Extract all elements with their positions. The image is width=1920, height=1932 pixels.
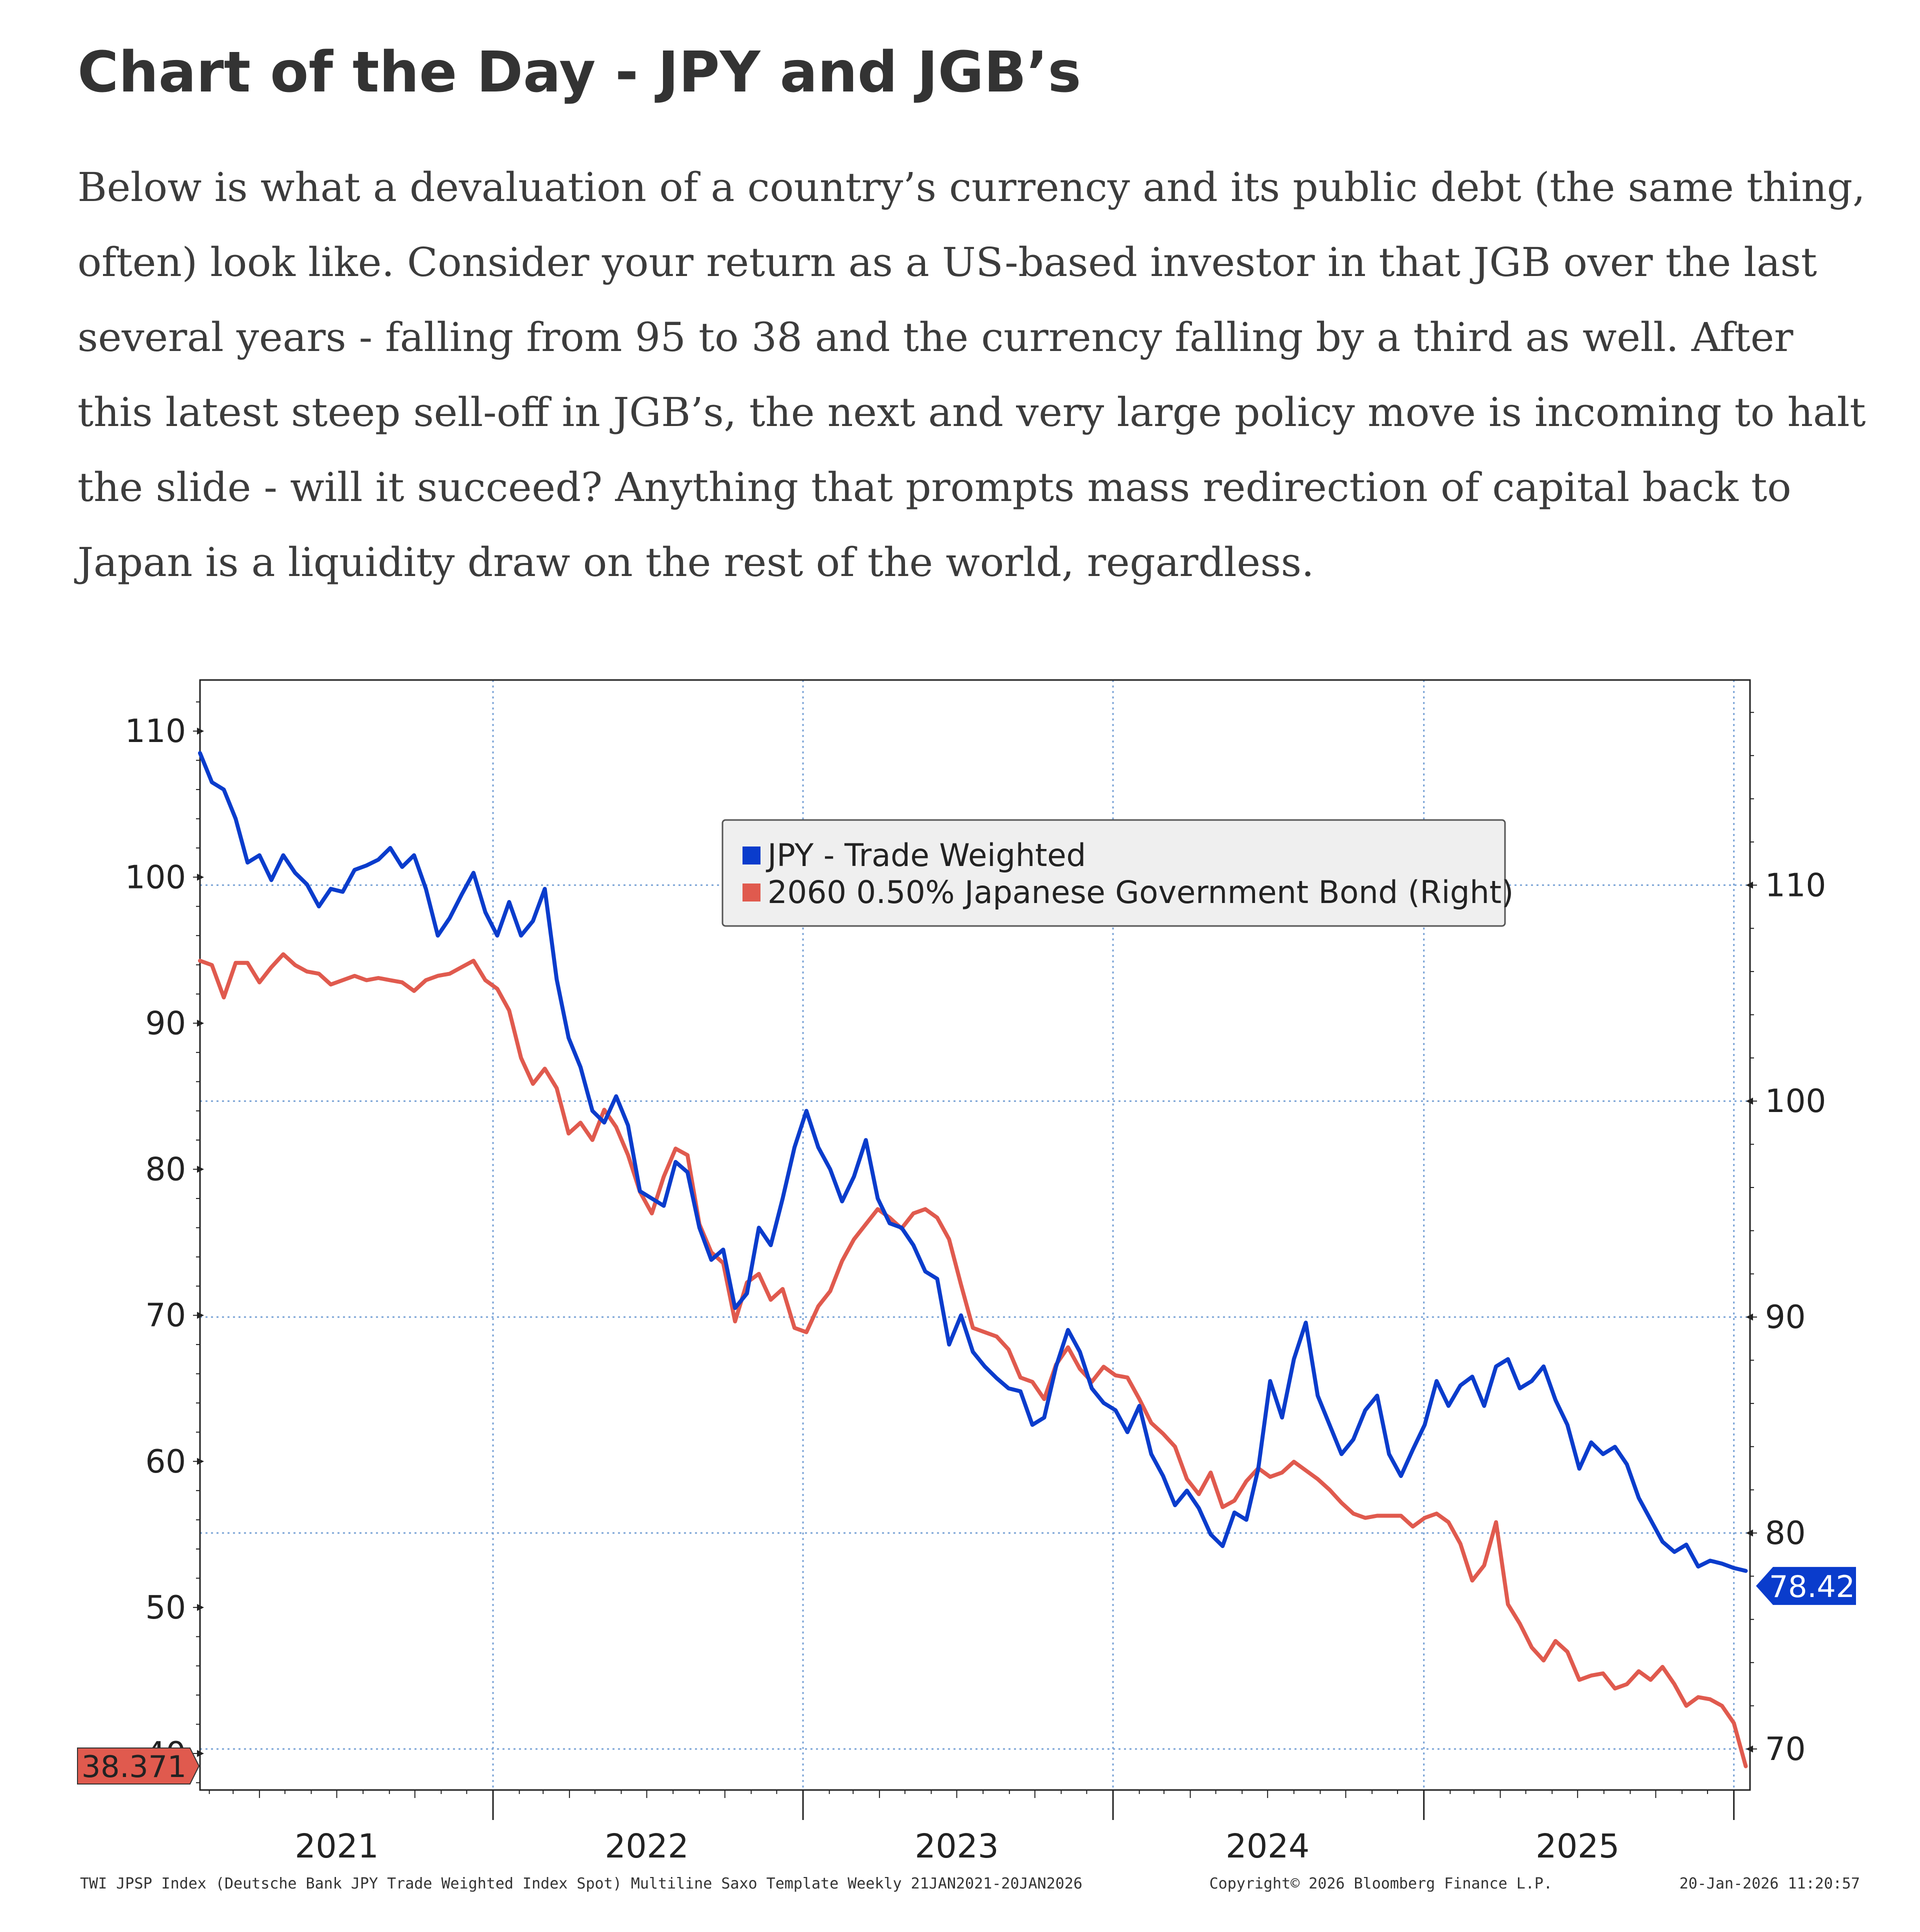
y-left-tick-marker (197, 728, 204, 735)
y-right-tick-marker (1746, 1314, 1753, 1321)
value-tag-jgb (77, 1748, 200, 1784)
value-tag-jpy (1756, 1566, 1856, 1605)
legend-label-jgb: 2060 0.50% Japanese Government Bond (Rig… (768, 874, 1514, 910)
y-right-tick-label: 70 (1765, 1731, 1806, 1768)
x-tick-label: 2021 (294, 1827, 378, 1866)
legend-label-jpy: JPY - Trade Weighted (766, 837, 1086, 874)
plot-area-frame (199, 679, 1751, 1791)
series-line-jpy (198, 751, 1748, 1573)
y-right-tick-label: 90 (1765, 1299, 1806, 1336)
line-chart: 2021202220232024202540506070809010011070… (77, 679, 1856, 1866)
x-tick-label: 2022 (604, 1827, 688, 1866)
legend-swatch-jpy (742, 846, 760, 864)
y-left-tick-marker (197, 1166, 204, 1173)
footnote-timestamp: 20-Jan-2026 11:20:57 (1679, 1875, 1860, 1892)
legend-swatch-jgb (742, 884, 760, 902)
y-right-tick-label: 100 (1765, 1083, 1826, 1120)
x-tick-label: 2023 (914, 1827, 998, 1866)
legend-box (722, 819, 1506, 927)
y-right-tick-label: 110 (1765, 867, 1826, 904)
chart-legend: JPY - Trade Weighted 2060 0.50% Japanese… (722, 819, 1514, 927)
x-tick-label: 2024 (1226, 1827, 1310, 1866)
y-left-tick-label: 80 (146, 1152, 186, 1188)
series-line-jgb (198, 952, 1748, 1768)
footnote-copyright: Copyright© 2026 Bloomberg Finance L.P. (1209, 1875, 1552, 1892)
page-title: Chart of the Day - JPY and JGB’s (78, 40, 1082, 105)
chart-grid (200, 680, 1750, 1790)
y-left-tick-marker (197, 1750, 204, 1757)
y-right-tick-marker (1746, 882, 1753, 889)
y-right-tick-marker (1746, 1745, 1753, 1752)
y-left-tick-marker (197, 1604, 204, 1611)
y-left-tick-label: 90 (146, 1005, 186, 1042)
chart-footnote: TWI JPSP Index (Deutsche Bank JPY Trade … (80, 1875, 1860, 1892)
y-right-tick-label: 80 (1765, 1515, 1806, 1552)
y-right-tick-marker (1746, 1098, 1753, 1105)
y-left-tick-marker (197, 1312, 204, 1319)
chart-axes: 2021202220232024202540506070809010011070… (125, 701, 1826, 1866)
y-left-tick-label: 50 (146, 1590, 186, 1626)
value-label-jgb: 38.371 (82, 1750, 186, 1784)
y-left-tick-label: 70 (146, 1298, 186, 1334)
x-tick-label: 2025 (1536, 1827, 1620, 1866)
y-left-tick-label: 100 (125, 859, 186, 896)
chart-value-labels: 78.42 38.371 (77, 1566, 1856, 1784)
y-left-tick-marker (197, 874, 204, 881)
y-left-tick-marker (197, 1020, 204, 1027)
chart-series (198, 751, 1748, 1768)
value-label-jpy: 78.42 (1769, 1570, 1855, 1604)
y-left-tick-label: 60 (146, 1444, 186, 1480)
y-left-tick-label: 110 (125, 713, 186, 750)
footnote-source: TWI JPSP Index (Deutsche Bank JPY Trade … (80, 1875, 1082, 1892)
y-left-tick-marker (197, 1458, 204, 1465)
article-body: Below is what a devaluation of a country… (78, 164, 1866, 586)
y-right-tick-marker (1746, 1530, 1753, 1537)
